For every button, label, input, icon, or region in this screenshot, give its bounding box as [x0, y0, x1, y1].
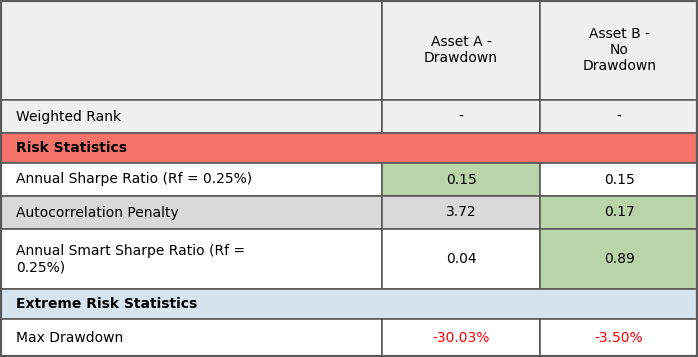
Text: 0.15: 0.15: [445, 172, 477, 186]
Bar: [540, 0, 698, 100]
Bar: [382, 319, 540, 356]
Bar: [382, 229, 540, 289]
Text: Autocorrelation Penalty: Autocorrelation Penalty: [16, 206, 179, 220]
Text: 3.72: 3.72: [446, 206, 476, 220]
Text: Asset A -
Drawdown: Asset A - Drawdown: [424, 35, 498, 65]
Text: -: -: [617, 110, 621, 124]
Bar: [0, 196, 382, 229]
Text: -30.03%: -30.03%: [432, 331, 490, 345]
Text: Asset B -
No
Drawdown: Asset B - No Drawdown: [582, 27, 656, 73]
Bar: [540, 229, 698, 289]
Bar: [382, 163, 540, 196]
Bar: [540, 163, 698, 196]
Text: 0.89: 0.89: [604, 252, 634, 266]
Text: 0.15: 0.15: [604, 172, 634, 186]
Bar: [382, 100, 540, 133]
Text: Risk Statistics: Risk Statistics: [16, 141, 127, 155]
Text: -: -: [459, 110, 463, 124]
Bar: [382, 0, 540, 100]
Bar: [0, 229, 382, 289]
Bar: [382, 196, 540, 229]
Text: Max Drawdown: Max Drawdown: [16, 331, 124, 345]
Bar: [0, 0, 382, 100]
Text: Extreme Risk Statistics: Extreme Risk Statistics: [16, 297, 198, 311]
Text: 0.04: 0.04: [446, 252, 476, 266]
Text: Weighted Rank: Weighted Rank: [16, 110, 121, 124]
Bar: [0, 319, 382, 356]
Bar: [0, 100, 382, 133]
Text: 0.17: 0.17: [604, 206, 634, 220]
Bar: [540, 196, 698, 229]
Bar: [0, 163, 382, 196]
Bar: [540, 319, 698, 356]
Text: -3.50%: -3.50%: [595, 331, 644, 345]
Text: Annual Sharpe Ratio (Rf = 0.25%): Annual Sharpe Ratio (Rf = 0.25%): [16, 172, 252, 186]
Text: Annual Smart Sharpe Ratio (Rf =
0.25%): Annual Smart Sharpe Ratio (Rf = 0.25%): [16, 244, 245, 274]
Bar: [540, 100, 698, 133]
Bar: [0, 289, 698, 319]
Bar: [0, 133, 698, 163]
